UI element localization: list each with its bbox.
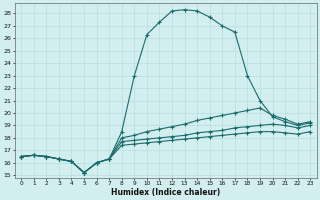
X-axis label: Humidex (Indice chaleur): Humidex (Indice chaleur): [111, 188, 220, 197]
